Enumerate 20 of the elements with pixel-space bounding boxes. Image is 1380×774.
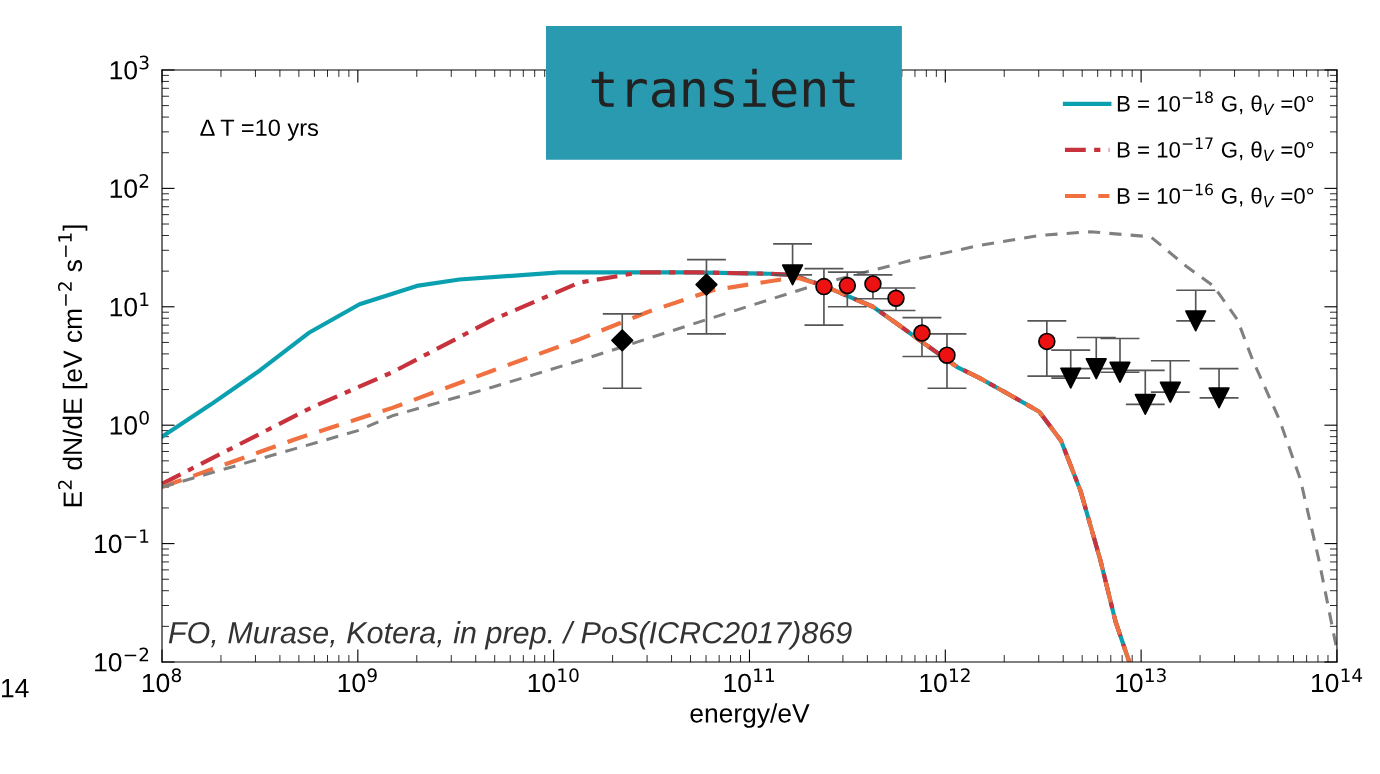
x-tick-label: 10$^{12}$ [920,668,970,693]
x-tick-label: 10$^{13}$ [1116,668,1166,693]
y-axis-title: E$^{2}$ dN/dE [eV cm$^{−2}$ s$^{−1}$] [58,225,88,507]
y-tick-label: 10$^{3}$ [110,55,149,80]
x-tick-label: 10$^{14}$ [1312,668,1363,693]
text: 14 [2,679,29,698]
y-tick-label: 10$^{1}$ [110,292,149,317]
y-tick-label: 10$^{0}$ [110,410,149,435]
annotation: transient [591,68,855,108]
x-tick-label: 10$^{11}$ [724,668,774,693]
y-tick-label: 10$^{2}$ [110,173,149,198]
y-tick-label: 10$^{−1}$ [95,529,149,554]
x-axis-title: energy/eV [690,703,810,728]
legend-label: B = 10$^{−18}$ G, θ$_{V}$ =0° [1117,91,1314,116]
x-tick-label: 10$^{10}$ [528,668,579,693]
annotation: FO, Murase, Kotera, in prep. / PoS(ICRC2017)869 [168,621,852,650]
x-tick-label: 10$^{9}$ [338,668,377,693]
legend-label: B = 10$^{−16}$ G, θ$_{V}$ =0° [1117,183,1314,208]
annotation: Δ T =10 yrs [200,119,319,141]
legend-label: B = 10$^{−17}$ G, θ$_{V}$ =0° [1117,137,1314,162]
